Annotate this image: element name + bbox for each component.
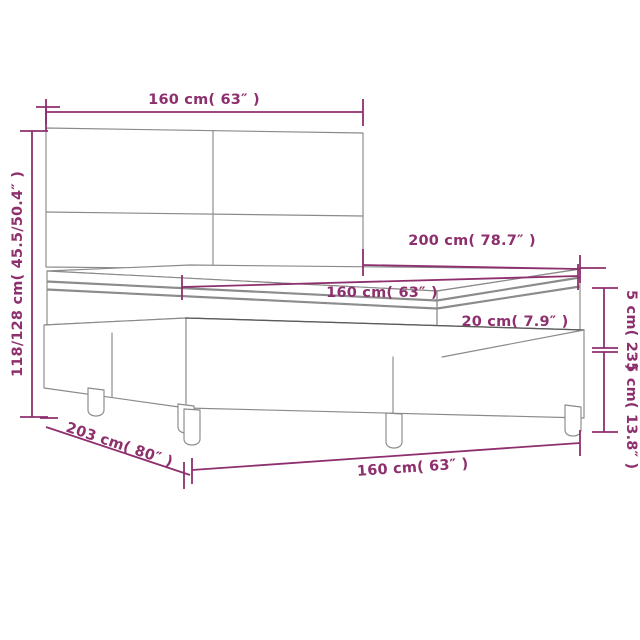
dim-bed-length [362, 249, 581, 283]
label-bed-length: 200 cm( 78.7″ ) [408, 233, 536, 249]
label-headboard-width: 160 cm( 63″ ) [148, 92, 260, 108]
label-base-width: 160 cm( 63″ ) [356, 456, 468, 480]
dim-total-height [20, 130, 48, 418]
base-front-face [185, 317, 585, 419]
dim-mattress-width [181, 264, 579, 300]
bed-legs [87, 387, 582, 449]
label-base-height: 35 cm( 13.8″ ) [623, 352, 639, 469]
mattress-topper-band [46, 277, 581, 309]
dim-base-length [40, 417, 191, 489]
label-mattress-width: 160 cm( 63″ ) [326, 285, 438, 301]
label-mattress-thickness: 20 cm( 7.9″ ) [461, 314, 568, 330]
dim-topper-thickness [592, 287, 618, 349]
dim-base-width [191, 430, 581, 484]
label-topper-thickness: 5 cm( 2″ ) [623, 290, 639, 371]
dim-base-height [592, 351, 618, 433]
label-base-length: 203 cm( 80″ ) [64, 420, 175, 471]
label-total-height: 118/128 cm( 45.5/50.4″ ) [10, 171, 26, 377]
dim-headboard-height [36, 106, 60, 131]
